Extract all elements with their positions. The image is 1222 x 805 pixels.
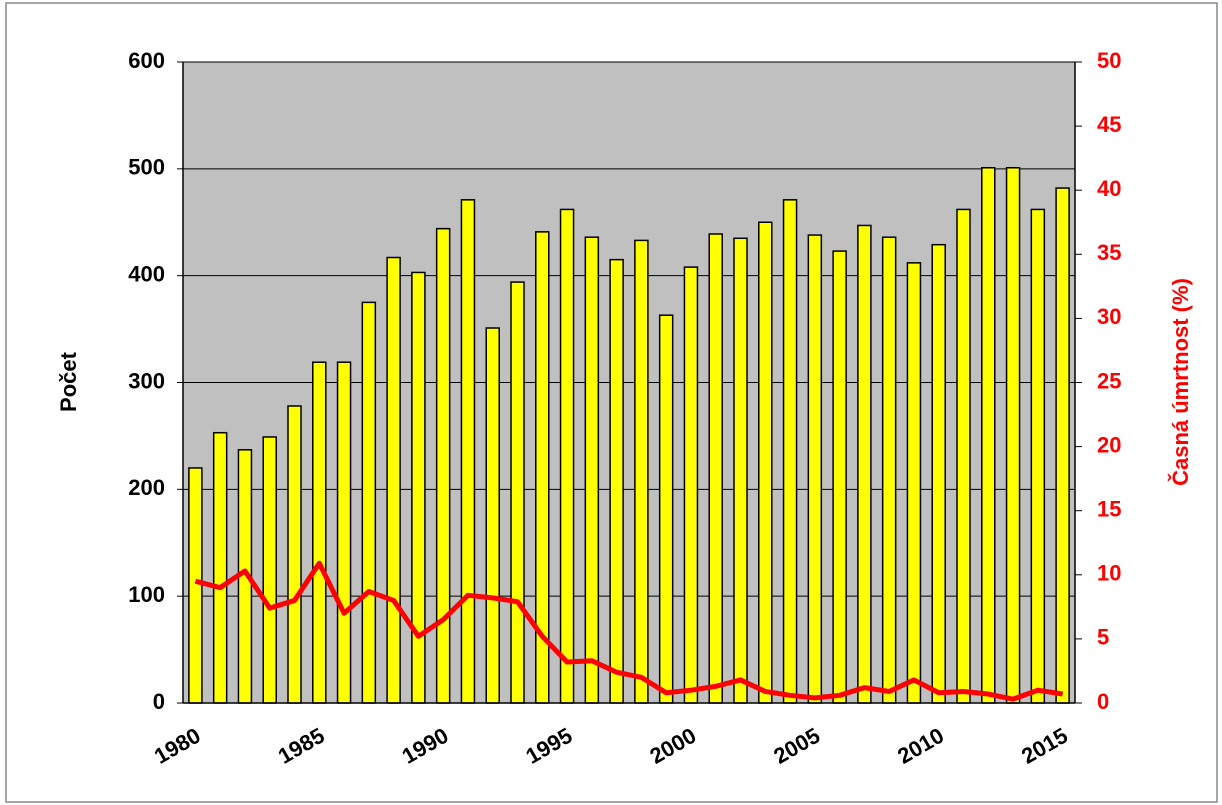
y2-tick-label: 40 bbox=[1097, 176, 1121, 201]
y-axis-label: Počet bbox=[56, 351, 81, 412]
y-tick-label: 0 bbox=[153, 689, 165, 714]
bar bbox=[435, 227, 451, 704]
bar bbox=[857, 224, 872, 704]
y-tick-label: 400 bbox=[128, 261, 165, 286]
bar bbox=[733, 237, 748, 704]
y2-tick-label: 45 bbox=[1097, 112, 1121, 137]
y2-tick-label: 20 bbox=[1097, 432, 1121, 457]
bar bbox=[832, 250, 847, 704]
bar bbox=[361, 301, 377, 704]
bar bbox=[485, 327, 500, 704]
bar bbox=[287, 405, 302, 704]
bar bbox=[1005, 167, 1021, 704]
y2-tick-label: 15 bbox=[1097, 497, 1121, 522]
y-tick-label: 300 bbox=[128, 368, 165, 393]
bar bbox=[312, 361, 327, 704]
y2-tick-label: 10 bbox=[1097, 561, 1121, 586]
bar bbox=[336, 361, 352, 704]
y-tick-label: 500 bbox=[128, 155, 165, 180]
bar bbox=[460, 199, 476, 704]
bar bbox=[956, 208, 971, 704]
bar bbox=[931, 243, 946, 704]
bar bbox=[510, 281, 525, 704]
bar bbox=[1030, 208, 1046, 704]
bar bbox=[658, 314, 674, 704]
bar bbox=[609, 258, 624, 704]
bar bbox=[981, 167, 996, 704]
y2-tick-label: 30 bbox=[1097, 304, 1121, 329]
bar bbox=[559, 208, 575, 704]
bar bbox=[758, 221, 773, 704]
y2-axis-label: Časná úmrtnost (%) bbox=[1168, 278, 1193, 486]
y2-tick-label: 25 bbox=[1097, 368, 1121, 393]
bar bbox=[906, 262, 922, 704]
line bbox=[194, 560, 1063, 702]
bar bbox=[881, 236, 897, 704]
bar bbox=[1055, 187, 1070, 704]
bar bbox=[262, 436, 277, 704]
y-tick-label: 600 bbox=[128, 48, 165, 73]
bar bbox=[782, 199, 798, 704]
y-tick-label: 100 bbox=[128, 582, 165, 607]
y2-tick-label: 50 bbox=[1097, 48, 1121, 73]
bar bbox=[634, 239, 649, 704]
bar bbox=[212, 431, 228, 704]
bar bbox=[683, 266, 699, 704]
y2-tick-label: 0 bbox=[1097, 689, 1109, 714]
bar bbox=[188, 467, 203, 704]
bar bbox=[708, 233, 723, 704]
bar bbox=[584, 236, 600, 704]
y2-tick-label: 35 bbox=[1097, 240, 1121, 265]
y2-tick-label: 5 bbox=[1097, 625, 1109, 650]
bar bbox=[807, 234, 823, 704]
y-tick-label: 200 bbox=[128, 475, 165, 500]
bar bbox=[386, 256, 401, 704]
